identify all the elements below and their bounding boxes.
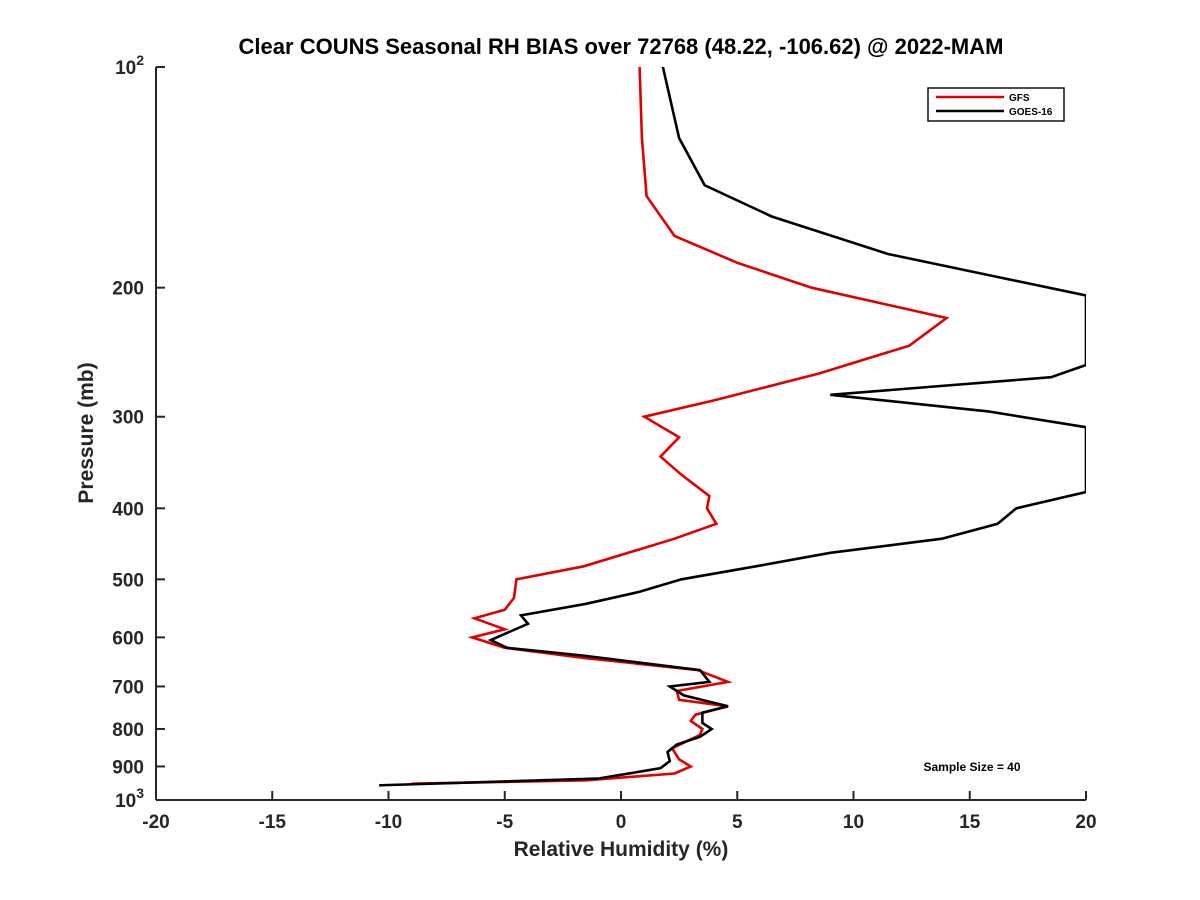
axis-ticks: -20 -15 -10 -5 0 5 10 15 20102200300400500600700… xyxy=(112,52,1096,833)
y-tick-base: 500 xyxy=(112,570,144,591)
series-line-gfs xyxy=(411,67,950,785)
y-tick-base: 900 xyxy=(112,757,144,778)
chart-title: Clear COUNS Seasonal RH BIAS over 72768 … xyxy=(239,34,1004,59)
y-tick-label: 200 xyxy=(112,279,144,300)
y-tick-label: 300 xyxy=(112,408,144,429)
y-tick-label: 103 xyxy=(115,785,144,812)
x-tick-label: -20 xyxy=(142,812,169,833)
y-tick-label: 400 xyxy=(112,499,144,520)
x-tick-label: -5 xyxy=(496,812,513,833)
y-axis-label: Pressure (mb) xyxy=(75,362,98,503)
y-tick-base: 700 xyxy=(112,677,144,698)
y-tick-label: 800 xyxy=(112,720,144,741)
y-tick-label: 600 xyxy=(112,628,144,649)
x-tick-label: 10 xyxy=(843,812,864,833)
y-tick-label: 900 xyxy=(112,757,144,778)
y-tick-base: 300 xyxy=(112,408,144,429)
y-tick-base: 10 xyxy=(115,58,136,79)
series-line-goes16 xyxy=(379,67,1086,787)
x-tick-label: 0 xyxy=(616,812,627,833)
y-tick-base: 800 xyxy=(112,720,144,741)
x-tick-label: -10 xyxy=(375,812,402,833)
legend-label-goes16: GOES-16 xyxy=(1009,107,1053,118)
y-tick-label: 102 xyxy=(115,52,144,79)
x-tick-label: 15 xyxy=(959,812,981,833)
y-tick-exponent: 2 xyxy=(136,52,144,68)
sample-size-annotation: Sample Size = 40 xyxy=(923,760,1020,774)
x-axis-label: Relative Humidity (%) xyxy=(514,838,729,861)
x-tick-label: 20 xyxy=(1075,812,1096,833)
legend-box xyxy=(927,87,1065,122)
y-tick-base: 600 xyxy=(112,628,144,649)
y-tick-base: 10 xyxy=(115,791,136,812)
y-tick-label: 700 xyxy=(112,677,144,698)
plot-area xyxy=(156,67,1086,800)
y-tick-base: 200 xyxy=(112,279,144,300)
y-tick-exponent: 3 xyxy=(136,785,144,801)
legend: GFS GOES-16 xyxy=(927,87,1065,122)
y-tick-label: 500 xyxy=(112,570,144,591)
y-tick-base: 400 xyxy=(112,499,144,520)
series-lines xyxy=(379,67,1086,787)
x-tick-label: 5 xyxy=(732,812,743,833)
x-tick-label: -15 xyxy=(259,812,287,833)
legend-label-gfs: GFS xyxy=(1009,93,1030,104)
